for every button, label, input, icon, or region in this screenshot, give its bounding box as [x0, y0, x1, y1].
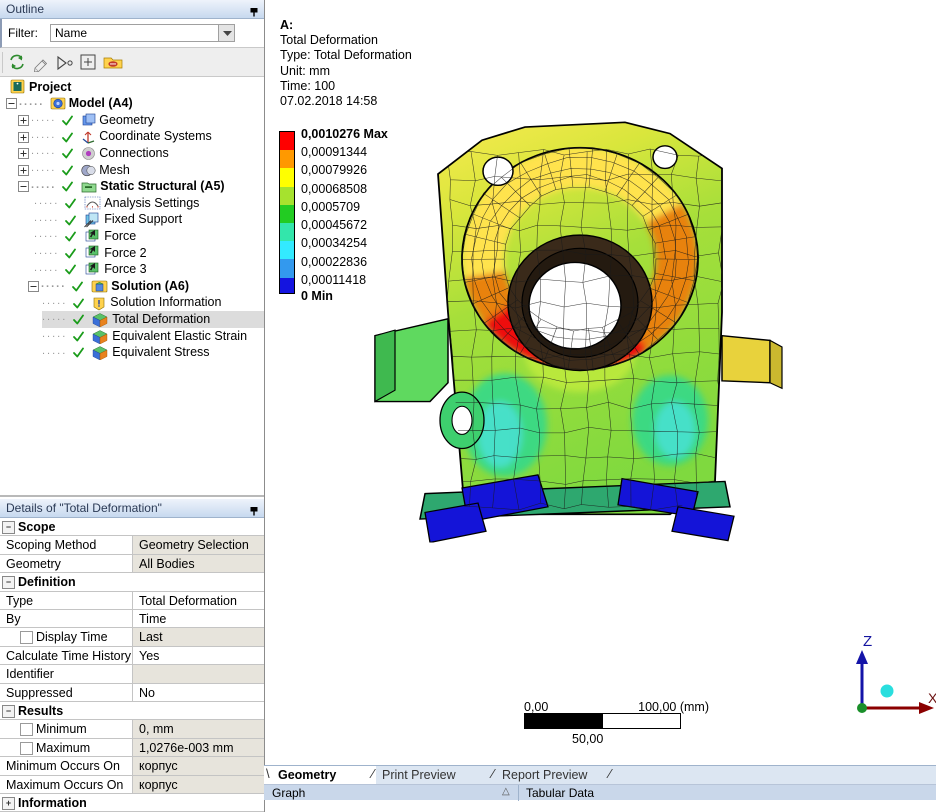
- svg-text:Z: Z: [863, 633, 872, 650]
- svg-text:X: X: [928, 690, 936, 706]
